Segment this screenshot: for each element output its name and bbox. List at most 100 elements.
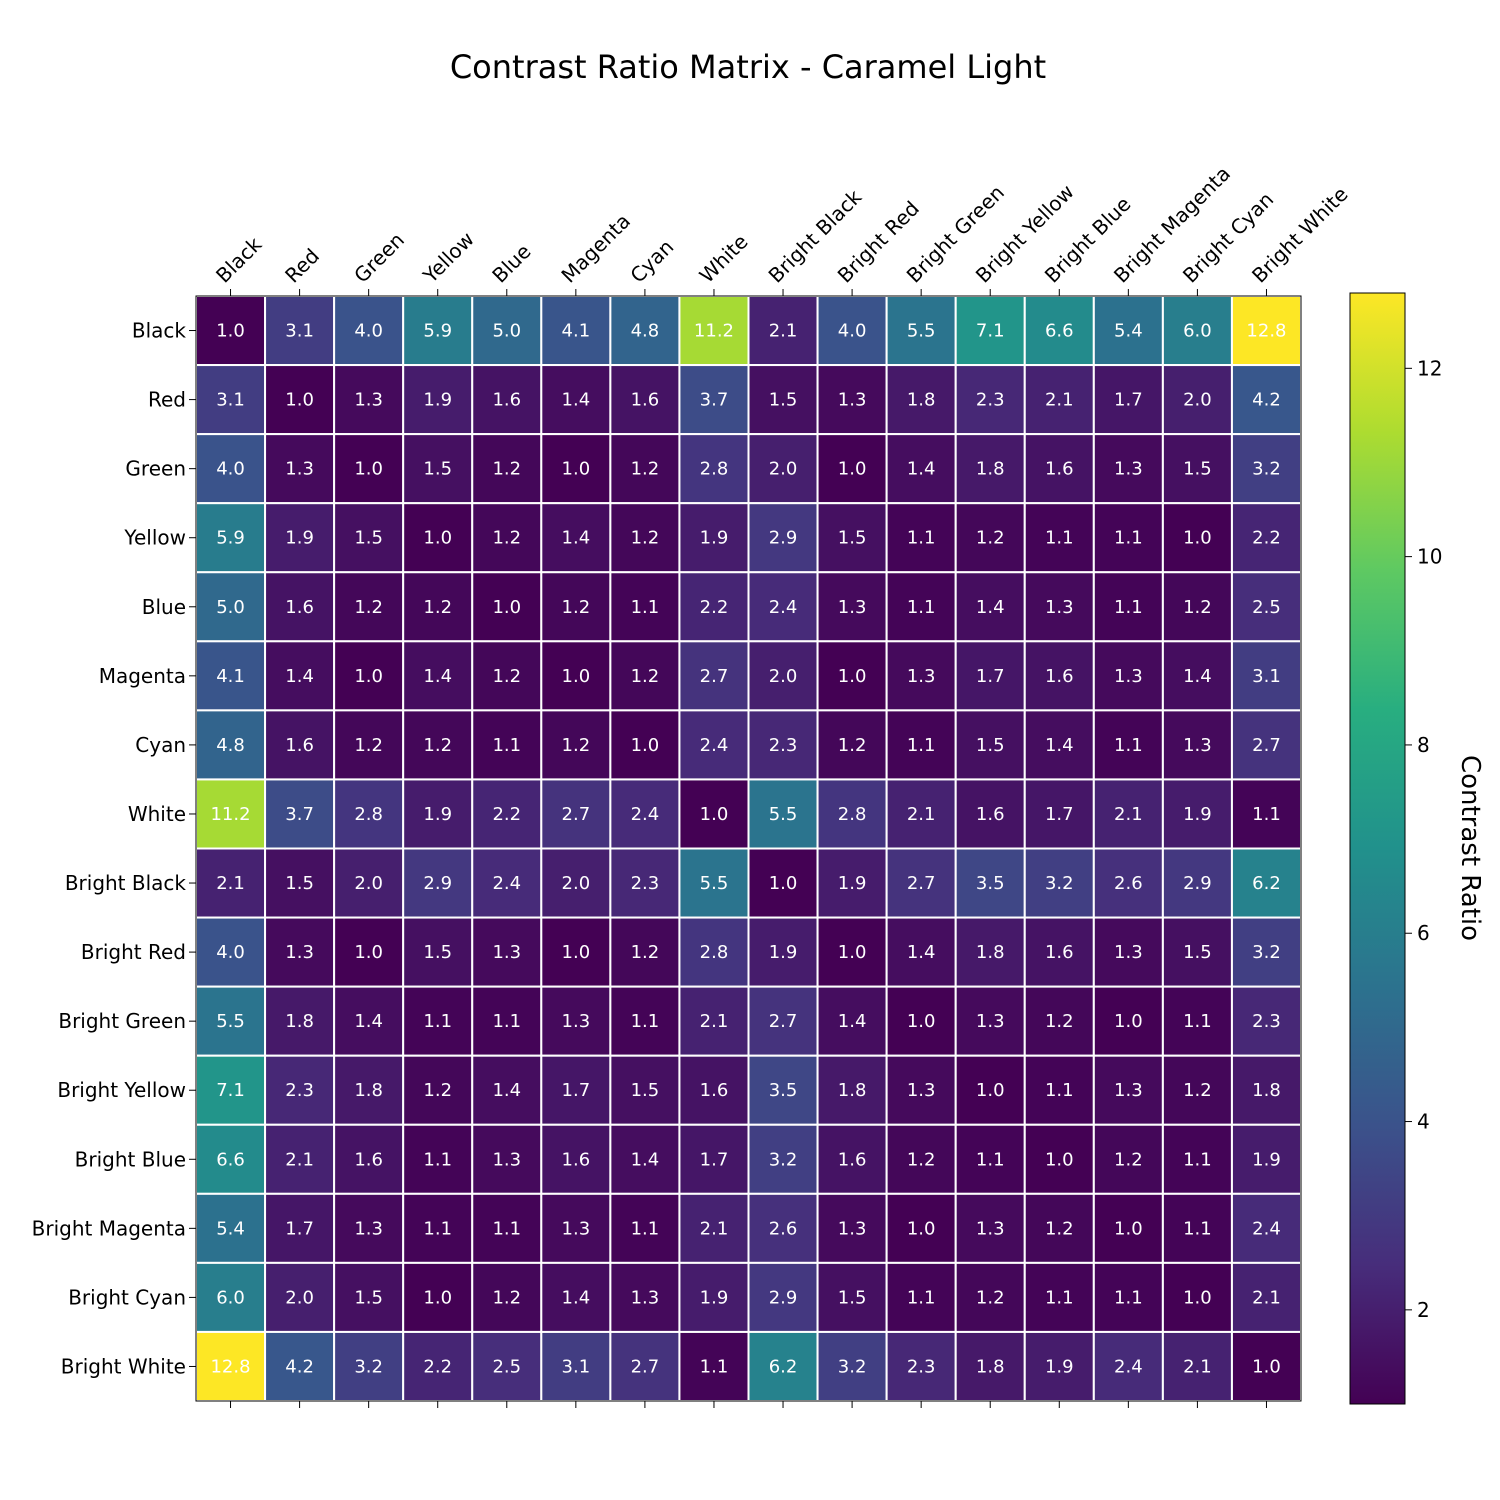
heatmap-cell: [885, 1054, 957, 1126]
heatmap-cell: [402, 640, 474, 712]
heatmap-cell: [816, 295, 888, 367]
cell-value-label: 1.7: [976, 666, 1005, 687]
y-tick-label: White: [128, 802, 186, 826]
cell-value-label: 2.4: [631, 804, 660, 825]
heatmap-cell: [402, 571, 474, 643]
heatmap-cell: [678, 502, 750, 574]
cell-value-label: 2.9: [423, 873, 452, 894]
cell-value-label: 1.4: [838, 1011, 867, 1032]
heatmap-cell: [333, 1261, 405, 1333]
cell-value-label: 1.1: [1183, 1218, 1212, 1239]
heatmap-cell: [333, 709, 405, 781]
cell-value-label: 1.5: [838, 528, 867, 549]
cell-value-label: 1.9: [423, 804, 452, 825]
cell-value-label: 1.6: [285, 597, 314, 618]
heatmap-cell: [471, 364, 543, 436]
cell-value-label: 1.0: [976, 1080, 1005, 1101]
heatmap-cell: [1023, 571, 1095, 643]
heatmap-cell: [540, 916, 612, 988]
cell-value-label: 1.2: [354, 735, 383, 756]
cell-value-label: 1.2: [838, 735, 867, 756]
heatmap-cell: [678, 295, 750, 367]
cell-value-label: 2.1: [700, 1011, 729, 1032]
cell-value-label: 1.2: [907, 1149, 936, 1170]
cell-value-label: 2.5: [1252, 597, 1281, 618]
heatmap-cell: [1230, 778, 1302, 850]
heatmap-cell: [885, 502, 957, 574]
cell-value-label: 3.5: [769, 1080, 798, 1101]
heatmap-cell: [540, 364, 612, 436]
heatmap-cell: [264, 985, 336, 1057]
heatmap-cell: [954, 1054, 1026, 1126]
cell-value-label: 1.2: [492, 528, 521, 549]
heatmap-cell: [333, 847, 405, 919]
cell-value-label: 7.1: [976, 321, 1005, 342]
cell-value-label: 1.0: [1114, 1011, 1143, 1032]
cell-value-label: 1.4: [562, 390, 591, 411]
colorbar-tick-label: 6: [1417, 921, 1430, 945]
cell-value-label: 1.0: [838, 942, 867, 963]
y-tick-label: Bright Blue: [75, 1147, 186, 1171]
heatmap-cell: [678, 985, 750, 1057]
cell-value-label: 1.3: [976, 1218, 1005, 1239]
cell-value-label: 1.9: [769, 942, 798, 963]
cell-value-label: 5.4: [216, 1218, 245, 1239]
chart-title: Contrast Ratio Matrix - Caramel Light: [450, 48, 1046, 86]
x-tick-label: Yellow: [418, 227, 479, 288]
heatmap-cell: [954, 916, 1026, 988]
cell-value-label: 1.2: [1183, 597, 1212, 618]
cell-value-label: 1.2: [1183, 1080, 1212, 1101]
heatmap-cell: [1230, 709, 1302, 781]
cell-value-label: 1.0: [285, 390, 314, 411]
heatmap-cell: [678, 1261, 750, 1333]
cell-value-label: 1.8: [1252, 1080, 1281, 1101]
heatmap-cell: [747, 640, 819, 712]
cell-value-label: 12.8: [210, 1356, 250, 1377]
heatmap-cell: [678, 1192, 750, 1264]
cell-value-label: 1.4: [907, 459, 936, 480]
plot-frame: [195, 295, 1302, 1402]
heatmap-cell: [471, 916, 543, 988]
colorbar-tick-label: 2: [1417, 1298, 1430, 1322]
cell-value-label: 1.0: [838, 459, 867, 480]
cell-value-label: 3.1: [562, 1356, 591, 1377]
heatmap-cell: [195, 916, 267, 988]
heatmap-cell: [885, 1330, 957, 1402]
heatmap-cell: [1092, 709, 1164, 781]
heatmap-cell: [1230, 1330, 1302, 1402]
cell-value-label: 1.1: [907, 1287, 936, 1308]
heatmap-cell: [1023, 1261, 1095, 1333]
heatmap-cell: [1023, 502, 1095, 574]
heatmap-cell: [954, 709, 1026, 781]
cell-value-label: 1.0: [907, 1011, 936, 1032]
cell-value-label: 1.4: [285, 666, 314, 687]
heatmap-cell: [1023, 433, 1095, 505]
heatmap-cell: [954, 1330, 1026, 1402]
cell-value-label: 1.6: [1045, 459, 1074, 480]
cell-value-label: 1.2: [976, 1287, 1005, 1308]
cell-value-label: 1.2: [492, 666, 521, 687]
cell-value-label: 1.4: [354, 1011, 383, 1032]
heatmap-cell: [402, 433, 474, 505]
cell-value-label: 1.4: [492, 1080, 521, 1101]
heatmap-cell: [264, 295, 336, 367]
cell-value-label: 1.8: [976, 942, 1005, 963]
cell-value-label: 1.4: [1183, 666, 1212, 687]
cell-value-label: 1.2: [423, 735, 452, 756]
colorbar: 2 4 6 8 10 12 Contrast Ratio: [1349, 292, 1485, 1405]
cell-value-label: 1.0: [562, 459, 591, 480]
cell-value-label: 4.1: [562, 321, 591, 342]
heatmap-cell: [471, 433, 543, 505]
x-tick-label: Red: [280, 244, 324, 288]
cell-value-label: 2.2: [1252, 528, 1281, 549]
y-tick-label: Magenta: [99, 664, 186, 688]
cell-value-label: 1.3: [285, 459, 314, 480]
heatmap-cell: [816, 1261, 888, 1333]
cell-value-label: 1.7: [700, 1149, 729, 1170]
cell-value-label: 2.1: [1183, 1356, 1212, 1377]
heatmap-cell: [540, 847, 612, 919]
cell-value-label: 1.3: [631, 1287, 660, 1308]
heatmap-cell: [609, 1123, 681, 1195]
cell-value-label: 6.2: [1252, 873, 1281, 894]
cell-value-label: 4.8: [216, 735, 245, 756]
